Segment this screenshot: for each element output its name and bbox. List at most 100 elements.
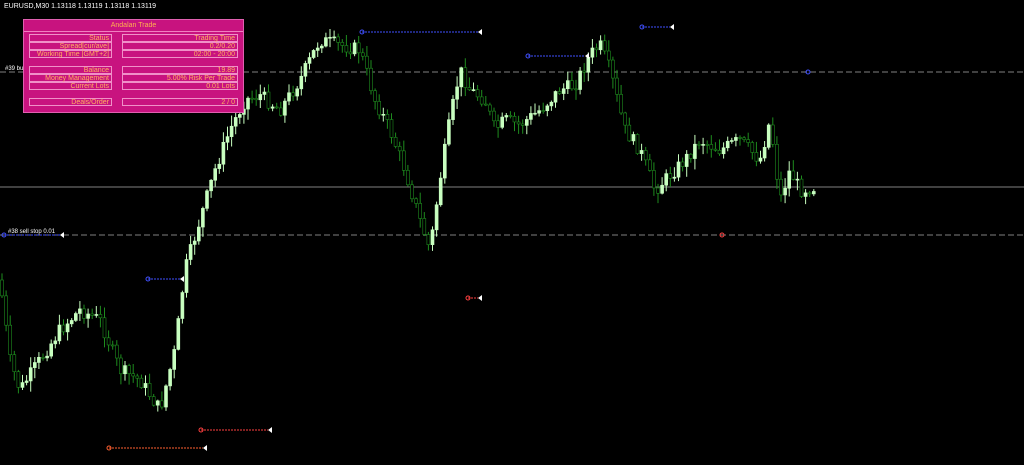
candle-body bbox=[582, 70, 587, 73]
candle-body bbox=[688, 153, 693, 159]
candle-body bbox=[393, 137, 398, 147]
order-arrow-icon bbox=[180, 276, 184, 282]
candle-body bbox=[348, 51, 353, 55]
candle-body bbox=[254, 98, 258, 101]
candle-body bbox=[631, 134, 636, 142]
candle-body bbox=[82, 308, 86, 319]
candle-body bbox=[606, 50, 611, 61]
candle-body bbox=[742, 137, 746, 140]
candle-body bbox=[172, 349, 176, 370]
candle-body bbox=[250, 97, 254, 100]
candle-body bbox=[705, 144, 710, 146]
candle-body bbox=[803, 192, 808, 197]
candle-body bbox=[754, 152, 759, 162]
candle-body bbox=[373, 90, 377, 102]
candle-body bbox=[520, 123, 525, 126]
candle-body bbox=[734, 137, 738, 141]
candle-body bbox=[135, 375, 140, 379]
candle-body bbox=[611, 59, 615, 79]
candle-body bbox=[598, 40, 603, 51]
candle-body bbox=[574, 88, 578, 91]
candle-body bbox=[717, 150, 722, 155]
candle-body bbox=[270, 106, 275, 109]
candle-body bbox=[672, 176, 677, 179]
current-lots-value: 0.01 Lots bbox=[122, 82, 238, 90]
candle-body bbox=[512, 116, 517, 123]
candle-body bbox=[799, 178, 804, 197]
candle-body bbox=[524, 119, 529, 126]
candle-body bbox=[680, 161, 685, 167]
candle-body bbox=[246, 97, 250, 110]
candle-body bbox=[557, 91, 562, 94]
candle-body bbox=[647, 159, 652, 171]
panel-title: Andalan Trade bbox=[24, 20, 243, 32]
candle-body bbox=[57, 324, 62, 342]
candle-body bbox=[164, 385, 168, 408]
candle-body bbox=[410, 184, 414, 200]
candle-body bbox=[188, 244, 193, 260]
order-arrow-icon bbox=[670, 24, 674, 30]
order-marker bbox=[1, 232, 7, 238]
candle-body bbox=[102, 317, 107, 339]
candle-body bbox=[500, 116, 505, 128]
candle-body bbox=[488, 104, 492, 112]
candle-body bbox=[750, 142, 755, 153]
spread-value: 0.2/0.20 bbox=[122, 42, 238, 50]
candle-body bbox=[447, 119, 451, 145]
candle-body bbox=[156, 400, 160, 406]
candle-body bbox=[69, 320, 74, 325]
candle-body bbox=[74, 313, 78, 321]
symbol-header: EURUSD,M30 1.13118 1.13119 1.13118 1.131… bbox=[4, 3, 157, 10]
candle-body bbox=[758, 157, 763, 162]
candle-body bbox=[328, 36, 332, 39]
money-management-label: Money Management bbox=[29, 74, 112, 82]
candle-body bbox=[549, 101, 554, 107]
deals-order-label: Deals/Order bbox=[29, 98, 112, 106]
candle-body bbox=[356, 42, 361, 54]
candle-body bbox=[430, 229, 435, 245]
order-arrow-icon bbox=[478, 29, 482, 35]
candle-body bbox=[787, 170, 792, 189]
candle-body bbox=[332, 36, 336, 39]
candle-body bbox=[729, 140, 734, 142]
candle-body bbox=[168, 369, 172, 387]
candle-body bbox=[590, 47, 595, 58]
candle-body bbox=[643, 150, 648, 161]
candle-body bbox=[4, 295, 8, 326]
deals-order-value: 2 / 0 bbox=[122, 98, 238, 106]
candle-body bbox=[418, 203, 423, 219]
candle-body bbox=[533, 112, 537, 115]
money-management-value: 5.00% Risk Per Trade bbox=[122, 74, 238, 82]
candle-body bbox=[586, 56, 591, 73]
candle-body bbox=[770, 124, 775, 145]
candle-body bbox=[8, 324, 12, 355]
candle-body bbox=[676, 161, 681, 178]
order-tag-label: #39 bu bbox=[5, 66, 24, 72]
candle-body bbox=[123, 365, 127, 375]
spread-label: Spread[cur/ave] bbox=[29, 42, 112, 50]
candle-body bbox=[594, 47, 599, 51]
candle-body bbox=[12, 354, 17, 372]
candle-body bbox=[492, 110, 496, 122]
candle-body bbox=[225, 136, 230, 143]
candle-body bbox=[766, 124, 771, 148]
order-marker bbox=[198, 427, 204, 433]
candle-body bbox=[41, 356, 45, 359]
candle-body bbox=[455, 86, 459, 100]
candle-body bbox=[570, 80, 574, 90]
candle-body bbox=[86, 313, 90, 319]
candle-body bbox=[131, 373, 135, 377]
candle-body bbox=[16, 371, 21, 388]
candle-body bbox=[401, 150, 406, 171]
candle-body bbox=[746, 139, 751, 143]
candle-body bbox=[61, 324, 66, 333]
order-marker bbox=[359, 29, 365, 35]
candle-body bbox=[389, 119, 394, 138]
sell-stop-label: #38 sell stop 0.01 bbox=[8, 229, 56, 235]
candle-body bbox=[414, 198, 418, 204]
candle-body bbox=[233, 117, 238, 127]
candle-body bbox=[127, 365, 131, 375]
order-marker bbox=[639, 24, 645, 30]
candle-body bbox=[565, 80, 570, 90]
